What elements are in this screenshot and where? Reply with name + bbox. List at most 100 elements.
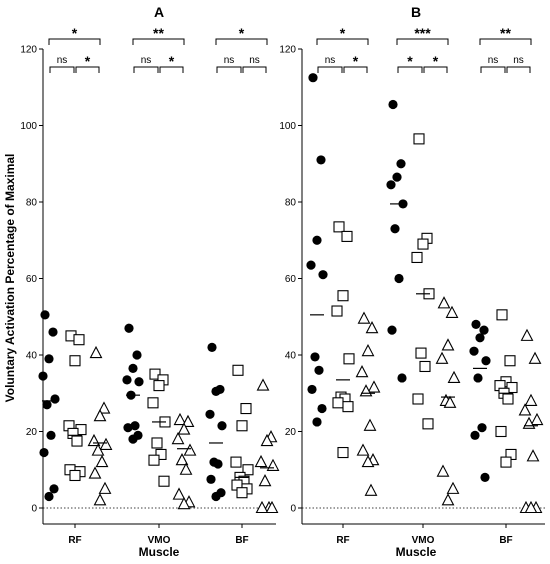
data-point-triangle <box>518 403 532 416</box>
data-point-square <box>342 401 354 413</box>
significance-label: ns <box>249 55 260 66</box>
significance-label: * <box>407 53 413 69</box>
data-point-triangle <box>530 412 544 426</box>
significance-label: ** <box>153 25 164 41</box>
significance-bracket <box>48 38 101 45</box>
data-point-square <box>502 393 514 405</box>
y-tick-label: 100 <box>279 121 296 132</box>
significance-bracket <box>49 66 75 73</box>
y-tick-label: 60 <box>285 274 297 285</box>
data-point-triangle <box>88 466 102 479</box>
y-tick-label: 20 <box>285 427 297 438</box>
data-point-circle <box>480 472 490 482</box>
significance-label: *** <box>414 25 431 41</box>
data-point-circle <box>479 325 489 335</box>
x-tick-label: VMO <box>148 535 171 546</box>
data-point-square <box>236 487 248 499</box>
significance-bracket <box>133 66 159 73</box>
data-point-square <box>332 397 344 409</box>
data-point-triangle <box>181 414 195 427</box>
x-tick-label: BF <box>235 535 248 546</box>
significance-label: * <box>353 53 359 69</box>
data-point-circle <box>316 155 326 165</box>
data-point-square <box>500 456 512 468</box>
data-point-circle <box>128 363 138 373</box>
data-point-square <box>411 251 423 264</box>
data-point-triangle <box>365 321 379 334</box>
data-point-circle <box>38 371 48 381</box>
data-point-square <box>337 290 349 302</box>
data-point-circle <box>134 377 144 387</box>
significance-label: ns <box>141 55 152 66</box>
y-tick-label: 0 <box>290 504 296 515</box>
significance-label: * <box>85 53 91 69</box>
y-tick-label: 40 <box>26 351 38 362</box>
significance-bracket <box>479 38 532 45</box>
y-tick-label: 120 <box>20 45 37 56</box>
data-point-square <box>341 230 353 242</box>
data-point-square <box>232 364 244 376</box>
data-point-square <box>236 420 248 432</box>
data-point-circle <box>132 350 142 360</box>
data-point-triangle <box>173 412 187 426</box>
significance-label: ** <box>500 25 511 41</box>
significance-bracket <box>397 66 423 73</box>
data-point-triangle <box>266 458 280 471</box>
significance-label: ns <box>224 55 235 66</box>
significance-bracket <box>75 66 100 73</box>
data-point-circle <box>475 333 485 343</box>
data-point-triangle <box>172 487 186 500</box>
data-point-triangle <box>179 462 193 475</box>
data-point-triangle <box>265 500 279 514</box>
data-point-triangle <box>97 401 111 414</box>
data-point-circle <box>471 319 481 329</box>
data-point-circle <box>386 180 396 190</box>
data-point-square <box>73 334 85 346</box>
data-point-circle <box>205 409 215 419</box>
data-point-triangle <box>254 454 268 468</box>
x-tick-label: RF <box>68 535 81 546</box>
data-point-triangle <box>364 483 378 496</box>
data-point-square <box>413 133 425 145</box>
data-point-square <box>343 353 355 365</box>
y-axis-label: Voluntary Activation Percentage of Maxim… <box>3 154 17 403</box>
significance-label: * <box>72 25 78 41</box>
data-point-square <box>504 355 516 367</box>
data-point-circle <box>42 400 52 410</box>
significance-bracket <box>132 38 185 45</box>
data-point-circle <box>207 342 217 352</box>
data-point-circle <box>396 159 406 169</box>
y-tick-label: 120 <box>279 45 296 56</box>
data-point-circle <box>128 434 138 444</box>
data-point-circle <box>39 447 49 458</box>
data-point-square <box>149 368 161 380</box>
significance-label: * <box>239 25 245 41</box>
data-point-triangle <box>528 351 542 364</box>
y-tick-label: 100 <box>20 121 37 132</box>
y-tick-label: 60 <box>26 274 38 285</box>
data-point-circle <box>122 375 132 385</box>
significance-bracket <box>506 66 531 73</box>
data-point-circle <box>470 430 480 440</box>
data-point-triangle <box>355 365 369 378</box>
panel-b-title: B <box>411 4 421 20</box>
data-point-triangle <box>526 449 540 462</box>
data-point-square <box>422 418 434 430</box>
data-point-circle <box>40 310 50 320</box>
significance-bracket <box>242 66 267 73</box>
data-point-circle <box>206 474 216 484</box>
panel-a-x-axis-label: Muscle <box>139 545 180 559</box>
panel-a: A 0 20 40 60 80 100 120 RF * ns * VMO ** ns * BF * ns ns M… <box>3 4 280 559</box>
data-point-square <box>496 309 508 321</box>
panel-a-title: A <box>154 4 164 20</box>
data-point-circle <box>390 224 400 234</box>
data-point-square <box>419 360 431 373</box>
data-point-circle <box>473 373 483 383</box>
data-point-triangle <box>255 500 269 514</box>
data-point-circle <box>306 260 316 270</box>
data-point-triangle <box>361 343 375 357</box>
data-point-square <box>412 393 424 405</box>
y-tick-label: 0 <box>31 504 37 515</box>
